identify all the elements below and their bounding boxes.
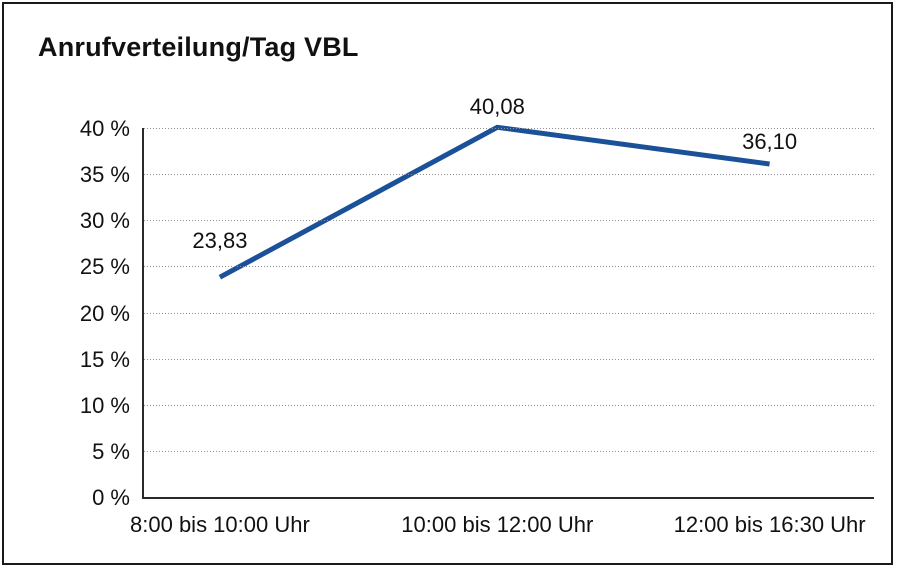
chart-title: Anrufverteilung/Tag VBL <box>38 32 359 62</box>
gridline-40 <box>144 128 874 129</box>
gridline-25 <box>144 266 874 268</box>
y-tick-label: 10 % <box>79 392 130 418</box>
y-tick-label: 0 % <box>92 485 130 510</box>
data-point-label: 36,10 <box>742 128 798 154</box>
y-tick-label: 25 % <box>79 254 130 280</box>
gridline-30 <box>144 220 874 222</box>
series-line <box>218 124 770 280</box>
data-point-label: 23,83 <box>192 228 248 254</box>
gridline-5 <box>144 450 874 452</box>
y-tick-label: 5 % <box>92 438 130 464</box>
gridline-15 <box>144 358 874 360</box>
y-axis-labels: 40 % 35 % 30 % 25 % 20 % 15 % 10 % 5 % 0 % <box>32 116 130 510</box>
y-tick-label: 15 % <box>79 346 130 372</box>
line-chart-svg <box>218 124 770 280</box>
y-tick-label: 40 % <box>79 116 130 141</box>
x-tick-label: 10:00 bis 12:00 Uhr <box>401 512 594 537</box>
plot-area: 23,83 40,08 36,10 <box>142 94 874 499</box>
gridline-10 <box>144 404 874 406</box>
chart-frame: Anrufverteilung/Tag VBL 40 % 35 % 30 % 25 %… <box>2 2 893 565</box>
x-tick-label: 8:00 bis 10:00 Uhr <box>130 512 310 537</box>
y-tick-label: 30 % <box>79 208 130 234</box>
data-point-label: 40,08 <box>469 94 525 120</box>
x-axis-labels: 8:00 bis 10:00 Uhr 10:00 bis 12:00 Uhr 12:… <box>130 512 874 538</box>
y-tick-label: 35 % <box>79 162 130 188</box>
gridline-35 <box>144 174 874 176</box>
gridline-20 <box>144 312 874 314</box>
y-tick-label: 20 % <box>79 300 130 326</box>
x-tick-label: 12:00 bis 16:30 Uhr <box>673 512 866 537</box>
